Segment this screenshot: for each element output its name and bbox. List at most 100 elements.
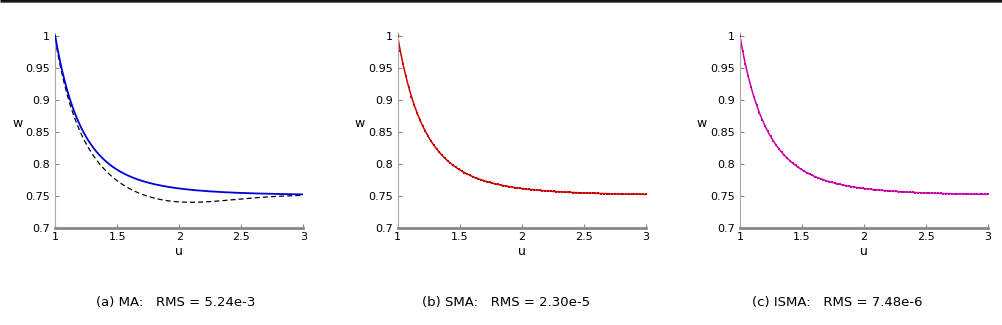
Point bbox=[556, 189, 572, 195]
Point bbox=[759, 129, 775, 134]
Point bbox=[765, 138, 781, 144]
Point bbox=[450, 167, 466, 172]
Point bbox=[637, 192, 653, 197]
Point bbox=[973, 192, 989, 197]
Point bbox=[520, 187, 536, 192]
Point bbox=[495, 183, 511, 188]
Point bbox=[896, 189, 912, 195]
Point bbox=[567, 190, 583, 195]
Point bbox=[943, 191, 959, 196]
Point bbox=[851, 185, 867, 190]
Point bbox=[453, 168, 469, 174]
Point bbox=[776, 153, 792, 158]
Point bbox=[901, 190, 917, 195]
Text: (b) SMA:   RMS = 2.30e-5: (b) SMA: RMS = 2.30e-5 bbox=[422, 296, 590, 309]
Point bbox=[437, 156, 453, 161]
Point bbox=[551, 189, 567, 194]
Point bbox=[865, 187, 881, 192]
Point bbox=[514, 186, 530, 191]
Point bbox=[475, 178, 491, 183]
Point bbox=[506, 185, 522, 190]
Point bbox=[940, 191, 956, 196]
Point bbox=[801, 171, 817, 176]
Point bbox=[862, 187, 878, 192]
Point bbox=[526, 187, 542, 192]
Point bbox=[584, 191, 600, 196]
Point bbox=[876, 188, 892, 193]
Text: (a) MA:   RMS = 5.24e-3: (a) MA: RMS = 5.24e-3 bbox=[96, 296, 255, 309]
Point bbox=[517, 186, 533, 191]
X-axis label: u: u bbox=[175, 245, 183, 258]
Point bbox=[829, 181, 845, 187]
Point bbox=[762, 134, 778, 139]
Point bbox=[578, 190, 594, 196]
Point bbox=[768, 142, 784, 148]
Point bbox=[948, 191, 964, 196]
Point bbox=[581, 190, 597, 196]
Point bbox=[962, 191, 978, 197]
Point bbox=[929, 191, 945, 196]
Point bbox=[431, 150, 447, 155]
Point bbox=[470, 176, 486, 181]
Point bbox=[559, 190, 575, 195]
Point bbox=[898, 189, 914, 195]
Point bbox=[503, 185, 519, 190]
Point bbox=[462, 173, 478, 178]
Point bbox=[885, 188, 901, 194]
Point bbox=[409, 110, 425, 115]
Point bbox=[392, 48, 408, 54]
Point bbox=[873, 188, 889, 193]
Point bbox=[587, 191, 603, 196]
Point bbox=[879, 188, 895, 193]
Point bbox=[528, 188, 544, 193]
Point bbox=[846, 185, 862, 190]
Point bbox=[400, 84, 416, 90]
Point bbox=[620, 191, 636, 197]
Point bbox=[742, 84, 759, 90]
Point bbox=[614, 191, 630, 197]
Point bbox=[747, 102, 764, 108]
Point bbox=[823, 180, 839, 185]
Point bbox=[750, 110, 767, 115]
Point bbox=[395, 62, 411, 67]
Point bbox=[796, 168, 812, 174]
Point bbox=[420, 134, 436, 139]
Point bbox=[912, 190, 928, 195]
Point bbox=[542, 188, 558, 194]
Point bbox=[773, 150, 789, 155]
Point bbox=[923, 190, 939, 196]
Point bbox=[609, 191, 625, 197]
Point bbox=[957, 191, 973, 197]
Point bbox=[448, 165, 464, 170]
Point bbox=[464, 174, 480, 179]
Point bbox=[617, 191, 633, 197]
Point bbox=[887, 189, 903, 194]
Point bbox=[534, 188, 550, 193]
Point bbox=[592, 191, 608, 196]
Point bbox=[523, 187, 539, 192]
Point bbox=[733, 48, 749, 54]
Point bbox=[589, 191, 605, 196]
Point bbox=[573, 190, 589, 195]
Point bbox=[954, 191, 970, 197]
Point bbox=[812, 176, 828, 181]
Point bbox=[739, 74, 756, 79]
Point bbox=[406, 102, 422, 108]
Point bbox=[771, 146, 787, 151]
Point bbox=[834, 182, 850, 188]
Point bbox=[487, 181, 503, 187]
X-axis label: u: u bbox=[859, 245, 867, 258]
Point bbox=[882, 188, 898, 194]
Point bbox=[423, 138, 439, 144]
Point bbox=[798, 170, 814, 175]
Point bbox=[417, 129, 433, 134]
Point bbox=[809, 175, 825, 180]
Point bbox=[412, 117, 428, 122]
Point bbox=[492, 182, 508, 188]
Point bbox=[606, 191, 622, 196]
Point bbox=[736, 62, 753, 67]
Point bbox=[537, 188, 553, 193]
Point bbox=[500, 184, 516, 189]
Point bbox=[915, 190, 931, 195]
Point bbox=[790, 165, 806, 170]
